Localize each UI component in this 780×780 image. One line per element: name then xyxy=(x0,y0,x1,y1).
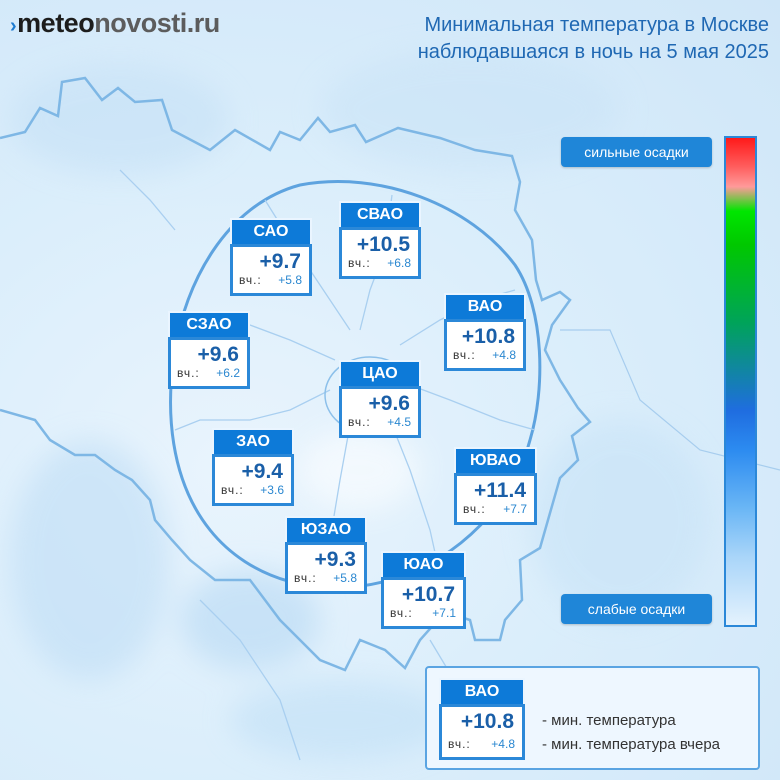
title-line-1: Минимальная температура в Москве xyxy=(424,14,769,36)
logo-suffix: novosti.ru xyxy=(94,8,220,38)
district-name: ВАО xyxy=(444,293,526,319)
yesterday-label: вч.: xyxy=(448,737,471,751)
district-card-cao[interactable]: ЦАО +9.6 вч.: +4.5 xyxy=(339,360,421,438)
district-name: СЗАО xyxy=(168,311,250,337)
district-min-temp: +10.7 xyxy=(401,583,455,606)
light-precip-label: слабые осадки xyxy=(561,594,712,624)
district-min-temp: +9.7 xyxy=(259,250,301,273)
district-values: +9.6 вч.: +6.2 xyxy=(168,337,250,389)
title-line-2: наблюдавшаяся в ночь на 5 мая 2025 xyxy=(417,41,769,63)
district-values: +9.3 вч.: +5.8 xyxy=(285,542,367,594)
yesterday-label: вч.: xyxy=(239,273,262,287)
site-logo[interactable]: ›meteonovosti.ru xyxy=(10,8,220,39)
district-min-temp: +9.6 xyxy=(197,343,239,366)
district-min-temp: +10.8 xyxy=(461,325,515,348)
district-card-sao[interactable]: САО +9.7 вч.: +5.8 xyxy=(230,218,312,296)
district-min-temp: +10.5 xyxy=(356,233,410,256)
yesterday-label: вч.: xyxy=(221,483,244,497)
yesterday-temp: +5.8 xyxy=(333,571,357,585)
heavy-precip-label: сильные осадки xyxy=(561,137,712,167)
moscow-border xyxy=(0,76,592,672)
yesterday-label: вч.: xyxy=(348,415,371,429)
district-name: ВАО xyxy=(439,678,525,704)
yesterday-temp: +3.6 xyxy=(260,483,284,497)
legend-min-temp-label: - мин. температура xyxy=(542,712,676,729)
logo-mark-icon: › xyxy=(10,15,17,37)
district-card-yuzao[interactable]: ЮЗАО +9.3 вч.: +5.8 xyxy=(285,516,367,594)
district-name: ЮВАО xyxy=(454,447,537,473)
yesterday-temp: +6.8 xyxy=(387,256,411,270)
district-name: ЗАО xyxy=(212,428,294,454)
district-card-zao[interactable]: ЗАО +9.4 вч.: +3.6 xyxy=(212,428,294,506)
district-values: +10.5 вч.: +6.8 xyxy=(339,227,421,279)
district-values: +9.7 вч.: +5.8 xyxy=(230,244,312,296)
district-card-svao[interactable]: СВАО +10.5 вч.: +6.8 xyxy=(339,201,421,279)
district-values: +11.4 вч.: +7.7 xyxy=(454,473,537,525)
district-card-yuvao[interactable]: ЮВАО +11.4 вч.: +7.7 xyxy=(454,447,537,525)
district-name: ЮАО xyxy=(381,551,466,577)
district-name: ЦАО xyxy=(339,360,421,386)
yesterday-temp: +5.8 xyxy=(278,273,302,287)
district-card-szao[interactable]: СЗАО +9.6 вч.: +6.2 xyxy=(168,311,250,389)
yesterday-label: вч.: xyxy=(348,256,371,270)
district-name: ЮЗАО xyxy=(285,516,367,542)
district-min-temp: +9.3 xyxy=(314,548,356,571)
district-min-temp: +9.4 xyxy=(241,460,283,483)
district-name: САО xyxy=(230,218,312,244)
legend-sample-card: ВАО +10.8 вч.: +4.8 xyxy=(439,678,525,760)
legend-min-temp-yesterday-label: - мин. температура вчера xyxy=(542,736,721,753)
legend-panel: ВАО +10.8 вч.: +4.8 - мин. температура -… xyxy=(425,666,760,770)
yesterday-label: вч.: xyxy=(294,571,317,585)
yesterday-temp: +4.8 xyxy=(491,737,515,751)
yesterday-temp: +7.1 xyxy=(432,606,456,620)
district-values: +9.6 вч.: +4.5 xyxy=(339,386,421,438)
district-min-temp: +10.8 xyxy=(460,710,514,733)
precipitation-color-scale xyxy=(724,136,757,627)
district-values: +10.8 вч.: +4.8 xyxy=(444,319,526,371)
district-min-temp: +9.6 xyxy=(368,392,410,415)
yesterday-temp: +7.7 xyxy=(503,502,527,516)
district-values: +10.8 вч.: +4.8 xyxy=(439,704,525,760)
district-card-vao[interactable]: ВАО +10.8 вч.: +4.8 xyxy=(444,293,526,371)
precipitation-overlay xyxy=(10,50,710,760)
district-values: +9.4 вч.: +3.6 xyxy=(212,454,294,506)
yesterday-label: вч.: xyxy=(453,348,476,362)
district-name: СВАО xyxy=(339,201,421,227)
yesterday-temp: +4.5 xyxy=(387,415,411,429)
yesterday-label: вч.: xyxy=(177,366,200,380)
district-card-yuao[interactable]: ЮАО +10.7 вч.: +7.1 xyxy=(381,551,466,629)
page-title: Минимальная температура в Москве наблюда… xyxy=(329,12,769,66)
yesterday-temp: +6.2 xyxy=(216,366,240,380)
yesterday-label: вч.: xyxy=(390,606,413,620)
logo-prefix: meteo xyxy=(17,8,95,38)
district-min-temp: +11.4 xyxy=(474,479,526,502)
yesterday-temp: +4.8 xyxy=(492,348,516,362)
yesterday-label: вч.: xyxy=(463,502,486,516)
district-values: +10.7 вч.: +7.1 xyxy=(381,577,466,629)
